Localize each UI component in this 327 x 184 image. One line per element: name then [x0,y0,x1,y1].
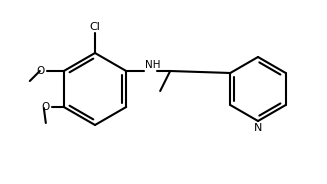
Text: O: O [42,102,50,112]
Text: NH: NH [145,60,161,70]
Text: Cl: Cl [90,22,100,32]
Text: O: O [37,66,45,76]
Text: N: N [254,123,262,133]
